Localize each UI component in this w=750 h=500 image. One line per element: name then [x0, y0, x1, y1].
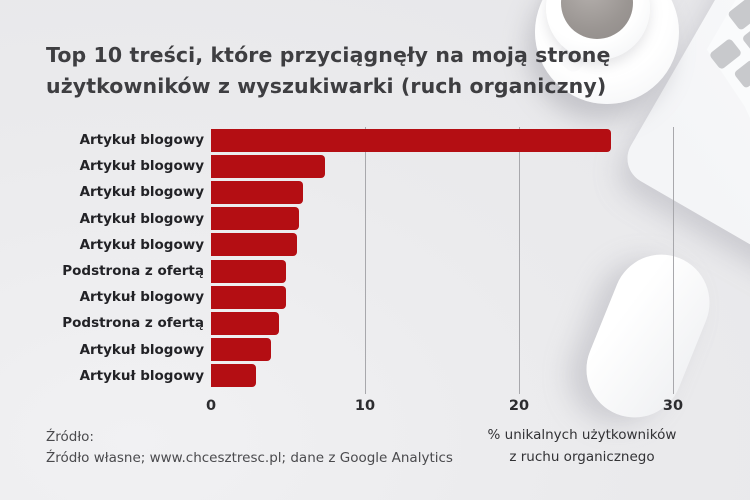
x-axis-label-line-2: z ruchu organicznego [509, 448, 655, 465]
bar [211, 207, 299, 231]
category-label: Artykuł blogowy [79, 341, 204, 358]
x-axis-label: % unikalnych użytkowników z ruchu organi… [462, 425, 702, 468]
gridline [519, 127, 520, 394]
source-note: Źródło: Źródło własne; www.chcesztresc.p… [46, 427, 453, 469]
x-axis-tick-label: 0 [205, 398, 217, 414]
bar [211, 128, 612, 152]
bar [211, 181, 304, 204]
category-label: Artykuł blogowy [79, 289, 204, 306]
bar-chart: 0 10 20 30 Artykuł blogowy Artykuł blogowy Art… [0, 127, 750, 427]
category-label: Artykuł blogowy [79, 367, 204, 384]
x-axis-label-line-1: % unikalnych użytkowników [487, 427, 677, 443]
bar [211, 285, 287, 309]
chart-title: Top 10 treści, które przyciągnęły na moj… [46, 40, 694, 102]
bar [211, 154, 325, 178]
category-label: Podstrona z ofertą [62, 315, 204, 332]
x-axis-tick-label: 10 [354, 398, 376, 414]
bar [211, 338, 272, 362]
category-label: Artykuł blogowy [79, 158, 204, 175]
chart-title-line-2: użytkowników z wyszukiwarki (ruch organi… [46, 73, 607, 98]
gridline [365, 127, 366, 394]
x-axis-tick-label: 30 [662, 398, 684, 414]
bar [211, 259, 287, 283]
category-label: Artykuł blogowy [79, 236, 204, 253]
category-label: Artykuł blogowy [79, 184, 204, 201]
gridline [673, 127, 674, 394]
chart-title-line-1: Top 10 treści, które przyciągnęły na moj… [46, 43, 611, 67]
bar [211, 364, 256, 388]
category-label: Artykuł blogowy [79, 210, 204, 227]
source-text: Źródło własne; www.chcesztresc.pl; dane … [46, 449, 453, 466]
category-label: Podstrona z ofertą [62, 263, 204, 279]
category-label: Artykuł blogowy [79, 132, 204, 148]
source-label: Źródło: [46, 429, 94, 445]
bar [211, 233, 298, 257]
x-axis-tick-label: 20 [508, 398, 530, 414]
bar [211, 312, 279, 335]
